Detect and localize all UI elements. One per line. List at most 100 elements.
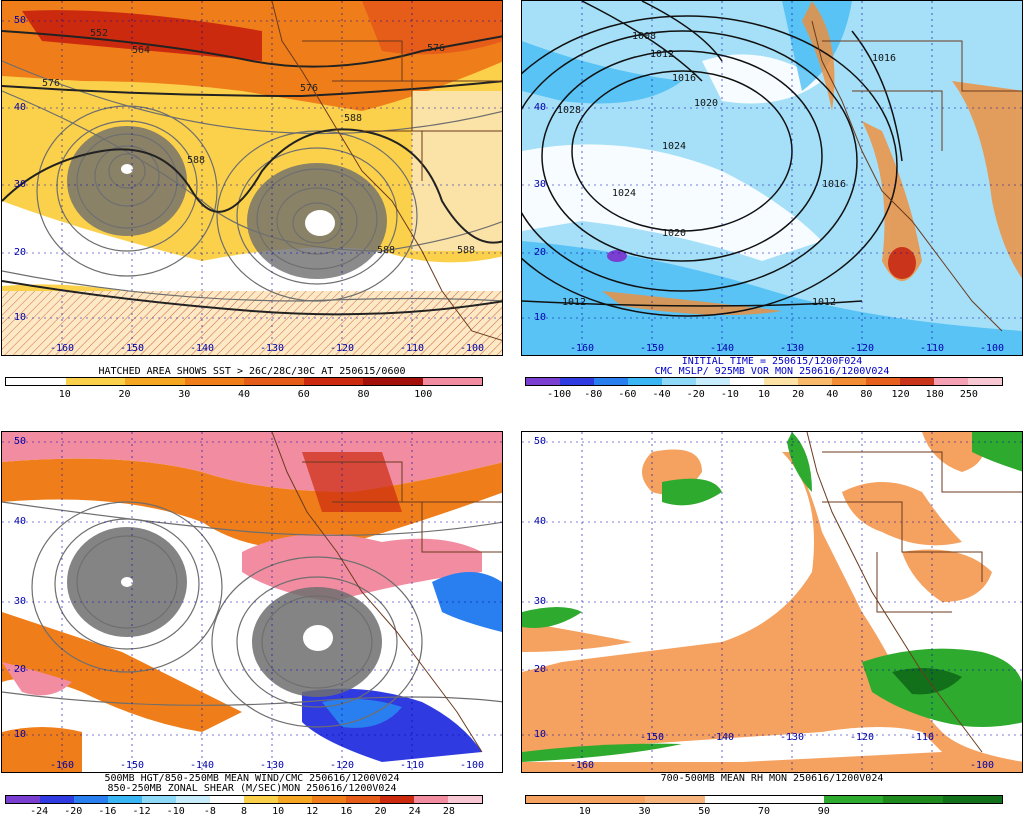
colorbar-tick-label: 80 <box>860 389 873 400</box>
colorbar-swatch <box>934 378 968 385</box>
colorbar-tick-label: 180 <box>925 389 944 400</box>
colorbar-swatch <box>594 378 628 385</box>
lon-label: -160 <box>49 760 75 771</box>
lon-label: -150 <box>639 343 665 354</box>
colorbar-swatch <box>244 796 278 803</box>
contour-label: 588 <box>187 155 205 166</box>
lon-label: -100 <box>979 343 1005 354</box>
colorbar-tick-label: 80 <box>357 389 370 400</box>
lat-label: 50 <box>534 436 547 447</box>
map-caption: INITIAL TIME = 250615/1200F024 <box>681 356 863 367</box>
lat-label: 30 <box>534 179 547 190</box>
colorbar-tick-label: 10 <box>272 806 285 817</box>
isobar-label: 1020 <box>662 228 686 239</box>
colorbar-tick-label: 20 <box>792 389 805 400</box>
colorbar-swatch <box>645 796 705 803</box>
lat-label: 40 <box>14 516 27 527</box>
colorbar-swatch <box>798 378 832 385</box>
colorbar-tick-label: 8 <box>240 806 248 817</box>
map-500mb-height: 552 564 576 576 576 588 588 588 588 50 4… <box>1 0 503 356</box>
colorbar-swatch <box>560 378 594 385</box>
colorbar-tick-label: 20 <box>118 389 131 400</box>
lon-label: -120 <box>329 760 355 771</box>
colorbar-tick-label: 10 <box>757 389 771 400</box>
map-mean-rh: 50 40 30 20 10 -150 -140 -130 -120 -110 … <box>521 431 1023 773</box>
colorbar-tick-label: -24 <box>30 806 49 817</box>
lon-label: -130 <box>779 732 805 743</box>
lon-label: -130 <box>259 343 285 354</box>
isobar-label: 1024 <box>612 188 636 199</box>
map-mslp-vorticity: 1008 1012 1016 1020 1024 1028 1024 1020 … <box>521 0 1023 356</box>
contour-label: 576 <box>42 78 60 89</box>
panel-zonal-shear: 50 40 30 20 10 -160 -150 -140 -130 -120 … <box>1 431 503 821</box>
lat-label: 20 <box>14 664 27 675</box>
lon-label: -150 <box>639 732 665 743</box>
colorbar-tick-label: 28 <box>442 806 455 817</box>
colorbar-tick-label: 70 <box>757 806 771 817</box>
isobar-label: 1024 <box>662 141 686 152</box>
colorbar-swatch <box>900 378 934 385</box>
lon-label: -100 <box>459 760 485 771</box>
colorbar <box>525 795 1003 804</box>
panel-mean-rh: 50 40 30 20 10 -150 -140 -130 -120 -110 … <box>521 431 1023 821</box>
contour-label: 576 <box>300 83 318 94</box>
colorbar-swatch <box>704 796 764 803</box>
isobar-label: 1020 <box>694 98 718 109</box>
colorbar-swatch <box>210 796 244 803</box>
colorbar-swatch <box>585 796 645 803</box>
lon-label: -160 <box>569 760 595 771</box>
colorbar-tick-label: 100 <box>414 389 433 400</box>
colorbar-swatch <box>764 796 824 803</box>
colorbar-tick-label: 40 <box>237 389 251 400</box>
lat-label: 30 <box>14 596 27 607</box>
lat-label: 10 <box>14 312 27 323</box>
isobar-label: 1016 <box>872 53 896 64</box>
lon-label: -110 <box>399 343 425 354</box>
colorbar-tick-label: -40 <box>652 389 671 400</box>
lon-label: -140 <box>709 343 735 354</box>
lat-label: 40 <box>534 516 547 527</box>
lat-label: 30 <box>14 179 27 190</box>
lat-label: 10 <box>14 729 27 740</box>
colorbar-swatch <box>422 378 482 385</box>
map-caption: 850-250MB ZONAL SHEAR (M/SEC)MON 250616/… <box>107 783 397 794</box>
colorbar-swatch <box>312 796 346 803</box>
colorbar-swatch <box>6 378 66 385</box>
lat-label: 40 <box>534 102 547 113</box>
colorbar-swatch <box>526 378 560 385</box>
colorbar-labels: 10 30 50 70 90 <box>525 806 1003 818</box>
colorbar-swatch <box>142 796 176 803</box>
colorbar-tick-label: 20 <box>374 806 387 817</box>
colorbar-tick-label: 30 <box>638 806 651 817</box>
colorbar <box>525 377 1003 386</box>
lat-label: 20 <box>534 247 547 258</box>
colorbar-swatch <box>764 378 798 385</box>
lon-label: -140 <box>189 760 215 771</box>
lon-label: -160 <box>49 343 75 354</box>
colorbar-swatch <box>40 796 74 803</box>
colorbar <box>5 377 483 386</box>
lon-label: -130 <box>779 343 805 354</box>
colorbar <box>5 795 483 804</box>
isobar-label: 1016 <box>672 73 696 84</box>
colorbar-swatch <box>696 378 730 385</box>
isobar-label: 1016 <box>822 179 846 190</box>
colorbar-swatch <box>968 378 1002 385</box>
lat-label: 10 <box>534 312 547 323</box>
colorbar-swatch <box>184 378 244 385</box>
colorbar-labels: 10 20 30 40 60 80 100 <box>5 389 483 401</box>
lon-label: -140 <box>189 343 215 354</box>
panel-500mb-height: 552 564 576 576 576 588 588 588 588 50 4… <box>1 0 503 400</box>
colorbar-labels: -24 -20 -16 -12 -10 -8 8 10 12 16 20 24 28 <box>5 806 483 818</box>
lon-label: -150 <box>119 760 145 771</box>
colorbar-swatch <box>346 796 380 803</box>
map-zonal-shear: 50 40 30 20 10 -160 -150 -140 -130 -120 … <box>1 431 503 773</box>
lon-label: -150 <box>119 343 145 354</box>
lat-label: 50 <box>14 15 27 26</box>
colorbar-swatch <box>125 378 185 385</box>
colorbar-tick-label: 12 <box>306 806 319 817</box>
contour-label: 588 <box>377 245 395 256</box>
lon-label: -120 <box>849 732 875 743</box>
colorbar-swatch <box>414 796 448 803</box>
colorbar-swatch <box>730 378 764 385</box>
